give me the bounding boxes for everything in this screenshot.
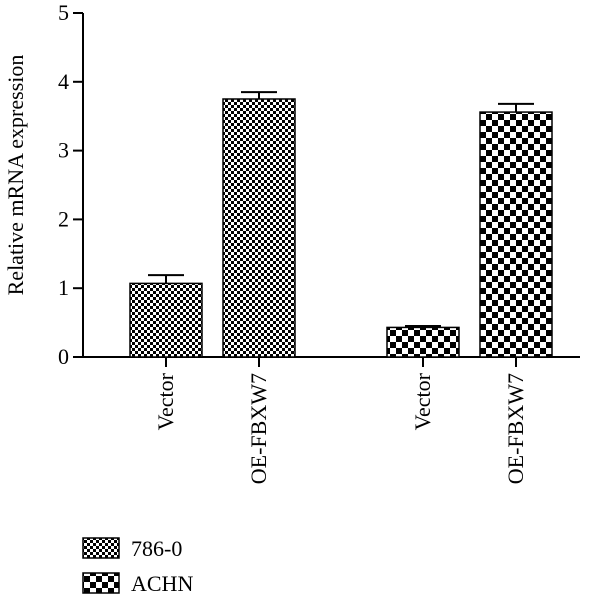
x-tick-label: OE-FBXW7 xyxy=(246,373,271,484)
y-tick-label: 1 xyxy=(58,275,69,300)
legend-swatch xyxy=(82,572,120,594)
y-axis-title: Relative mRNA expression xyxy=(3,55,28,296)
x-tick-label: Vector xyxy=(410,372,435,430)
legend-label: ACHN xyxy=(131,571,193,596)
y-axis: 0 1 2 3 4 5 xyxy=(58,0,84,369)
bar xyxy=(479,111,553,358)
y-tick-label: 5 xyxy=(58,0,69,25)
legend: 786-0 ACHN xyxy=(82,536,193,596)
bar xyxy=(129,282,203,358)
y-tick-label: 4 xyxy=(58,69,69,94)
y-tick-label: 3 xyxy=(58,138,69,163)
y-tick-label: 0 xyxy=(58,344,69,369)
x-tick-label: Vector xyxy=(153,372,178,430)
bar xyxy=(222,98,296,358)
bars xyxy=(129,91,553,358)
x-axis: Vector OE-FBXW7 Vector OE-FBXW7 xyxy=(83,356,580,484)
legend-swatch xyxy=(82,537,120,559)
bar xyxy=(386,326,460,358)
y-tick-label: 2 xyxy=(58,206,69,231)
x-tick-label: OE-FBXW7 xyxy=(503,373,528,484)
legend-label: 786-0 xyxy=(131,536,182,561)
